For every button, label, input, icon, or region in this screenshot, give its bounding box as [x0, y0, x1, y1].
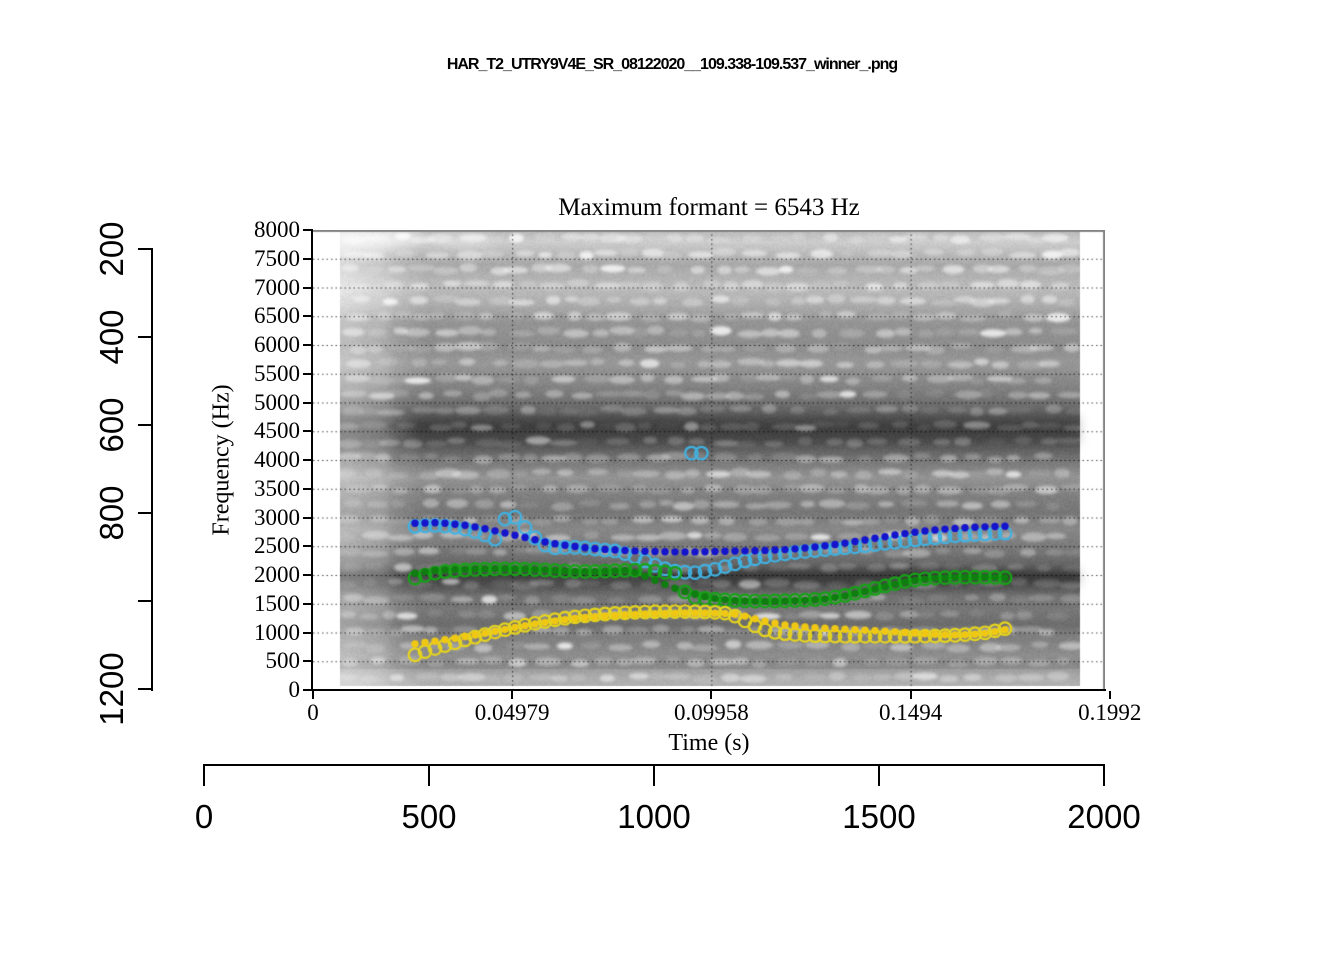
y-tick — [303, 487, 312, 490]
y-tick — [303, 344, 312, 346]
outer-left-tick-label: 400 — [93, 309, 130, 365]
x-tick-label: 0.09958 — [673, 700, 749, 725]
outer-bottom-tick-label: 1000 — [617, 798, 691, 835]
y-tick — [303, 401, 312, 404]
y-tick — [303, 660, 312, 663]
y-tick — [303, 315, 312, 318]
outer-left-tick-label: 800 — [93, 485, 130, 541]
inner-x-axis-line — [311, 689, 1106, 691]
inner-y-axis-line — [311, 229, 313, 691]
outer-left-tick-label: 600 — [93, 397, 130, 453]
x-tick — [1108, 691, 1111, 699]
y-tick-label: 0 — [288, 677, 301, 702]
x-axis-label: Time (s) — [668, 730, 750, 756]
y-tick-label: 3500 — [254, 475, 300, 501]
y-tick-label: 1500 — [254, 590, 300, 616]
outer-bottom-tick — [1103, 764, 1105, 786]
outer-left-tick-label: 1200 — [93, 652, 130, 726]
y-tick-label: 2500 — [254, 533, 300, 559]
outer-left-tick — [138, 336, 153, 338]
x-tick-label: 0.1992 — [1078, 700, 1142, 725]
outer-left-tick-label: 200 — [93, 221, 130, 277]
x-tick-label: 0.04979 — [474, 700, 550, 725]
y-tick — [303, 459, 312, 461]
outer-bottom-tick — [653, 764, 655, 786]
outer-bottom-tick-label: 500 — [401, 798, 457, 835]
y-tick-label: 6500 — [254, 303, 300, 329]
y-tick — [303, 574, 312, 576]
y-tick — [303, 545, 312, 548]
outer-left-axis-line — [151, 249, 153, 691]
x-tick — [710, 691, 713, 699]
y-tick-label: 5500 — [254, 360, 300, 386]
y-tick — [303, 602, 312, 605]
outer-bottom-tick — [203, 764, 205, 786]
y-tick — [303, 257, 312, 260]
chart-title-max-formant: Maximum formant = 6543 Hz — [558, 194, 860, 221]
x-tick — [312, 691, 314, 699]
outer-left-tick — [138, 600, 153, 602]
y-tick — [303, 229, 312, 231]
outer-bottom-tick — [878, 764, 880, 786]
x-tick — [909, 691, 912, 699]
y-tick-label: 7500 — [254, 245, 300, 271]
y-tick-label: 2000 — [254, 562, 300, 587]
y-tick-label: 7000 — [254, 274, 300, 300]
y-tick — [303, 286, 312, 289]
outer-left-tick — [138, 248, 153, 250]
outer-bottom-tick-label: 0 — [194, 798, 214, 835]
y-tick-label: 1000 — [254, 619, 300, 645]
y-tick-label: 4000 — [254, 447, 300, 472]
page-title: HAR_T2_UTRY9V4E_SR_08122020__109.338-109… — [446, 56, 898, 73]
y-tick-label: 3000 — [254, 504, 300, 530]
y-tick-label: 4500 — [254, 418, 300, 444]
spectrogram-plot-canvas — [313, 230, 1105, 690]
x-tick-label: 0.1494 — [878, 700, 943, 725]
y-tick-label: 8000 — [254, 217, 300, 242]
y-tick — [303, 516, 312, 519]
outer-left-tick — [138, 424, 153, 426]
outer-left-tick — [138, 688, 153, 690]
outer-bottom-tick-label: 1500 — [842, 798, 916, 835]
y-tick-label: 5000 — [254, 389, 300, 415]
outer-bottom-tick — [428, 764, 430, 786]
y-tick — [303, 689, 312, 691]
y-tick — [303, 430, 312, 433]
y-tick — [303, 372, 312, 375]
y-tick-label: 6000 — [254, 332, 300, 357]
x-tick-label: 0 — [307, 700, 319, 725]
y-tick — [303, 631, 312, 634]
y-tick-label: 500 — [265, 648, 301, 674]
outer-left-tick — [138, 512, 153, 514]
outer-bottom-tick-label: 2000 — [1067, 798, 1141, 835]
x-tick — [511, 691, 514, 699]
